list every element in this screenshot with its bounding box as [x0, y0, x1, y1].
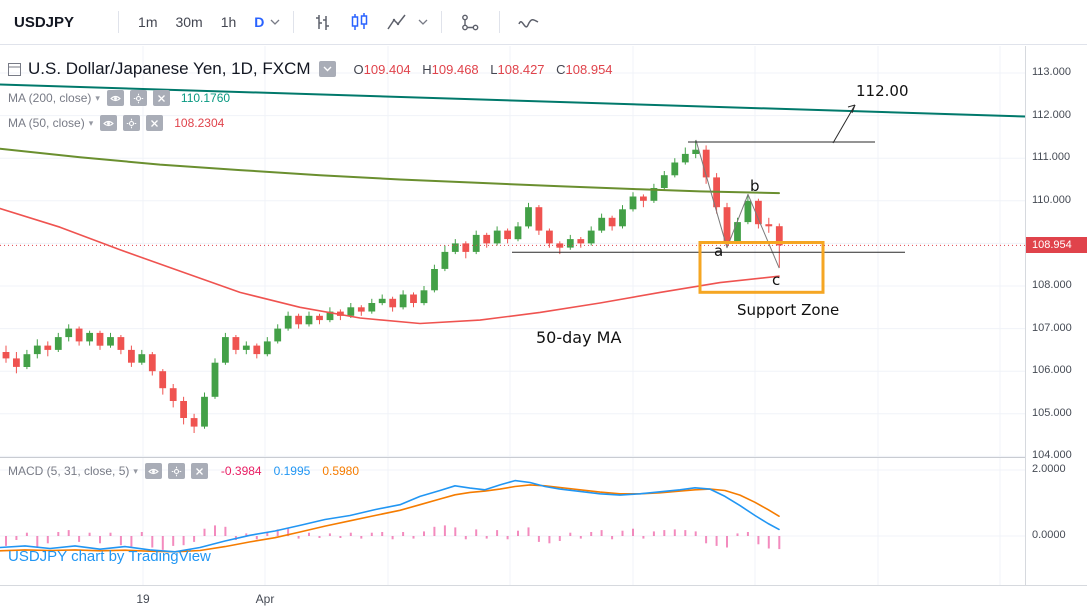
ma50-settings-gear-icon[interactable] [123, 115, 141, 131]
pane-divider[interactable] [0, 457, 1087, 458]
macd-axis-label: 0.0000 [1032, 529, 1066, 541]
series-menu-icon[interactable] [318, 61, 336, 77]
price-axis-label: 108.000 [1032, 279, 1072, 291]
toolbar-divider [441, 11, 443, 33]
price-chart-canvas[interactable] [0, 46, 1025, 458]
toolbar-divider [293, 11, 295, 33]
symbol-name[interactable]: USDJPY [14, 13, 75, 31]
ma200-remove-x-icon[interactable] [152, 90, 170, 106]
macd-signal-value: 0.5980 [322, 464, 360, 478]
ma50-legend-row: MA (50, close) ▾ 108.2304 [8, 115, 613, 131]
wave-b-label: b [750, 177, 760, 195]
macd-remove-x-icon[interactable] [190, 463, 208, 479]
macd-axis-label: 2.0000 [1032, 463, 1066, 475]
ohlc-values: O109.404 H109.468 L108.427 C108.954 [346, 62, 613, 77]
price-axis-label: 110.000 [1032, 193, 1071, 206]
macd-line-value: 0.1995 [273, 464, 311, 478]
macd-settings-gear-icon[interactable] [167, 463, 185, 479]
ma50-remove-x-icon[interactable] [146, 115, 164, 131]
price-axis-label: 111.000 [1032, 151, 1071, 164]
ma50-eye-icon[interactable] [100, 115, 118, 131]
chart-toolbar: USDJPY 1m 30m 1h D [0, 0, 1087, 45]
low-value: 108.427 [497, 61, 545, 77]
price-axis-label: 107.000 [1032, 321, 1072, 334]
interval-button-1h[interactable]: 1h [212, 8, 246, 36]
close-value: 108.954 [565, 61, 613, 77]
price-axis-label: 106.000 [1032, 364, 1072, 377]
ma50-note-label: 50-day MA [536, 328, 622, 347]
ma200-label[interactable]: MA (200, close) [8, 91, 92, 105]
macd-histogram-value: -0.3984 [220, 464, 262, 478]
close-label: C [556, 61, 566, 77]
curve-line-tool-icon[interactable] [510, 8, 547, 37]
ma50-chevron-icon: ▾ [88, 117, 94, 128]
price-target-label: 112.00 [856, 82, 909, 100]
series-title[interactable]: U.S. Dollar/Japanese Yen, 1D, FXCM [28, 59, 311, 78]
tradingview-credit-link[interactable]: USDJPY chart by TradingView [8, 548, 211, 565]
price-axis-label: 104.000 [1032, 449, 1072, 462]
wave-a-label: a [714, 242, 724, 260]
ma200-eye-icon[interactable] [106, 90, 124, 106]
ma200-legend-row: MA (200, close) ▾ 110.1760 [8, 90, 613, 106]
price-axis-label: 112.000 [1032, 108, 1071, 121]
main-legend: U.S. Dollar/Japanese Yen, 1D, FXCM O109.… [8, 57, 613, 131]
time-axis-label: 19 [136, 592, 150, 606]
interval-dropdown-chevron-icon[interactable] [267, 15, 283, 29]
macd-legend-row: MACD (5, 31, close, 5) ▾ -0.3984 0.1995 … [8, 463, 359, 479]
high-value: 109.468 [431, 61, 479, 77]
support-zone-label: Support Zone [737, 301, 840, 319]
candles-style-icon[interactable] [341, 8, 378, 37]
interval-button-1m[interactable]: 1m [129, 8, 166, 36]
ma50-value: 108.2304 [174, 116, 225, 130]
ma200-chevron-icon: ▾ [95, 92, 100, 103]
macd-chevron-icon: ▾ [133, 465, 138, 476]
wave-c-label: c [772, 271, 781, 289]
price-axis-label: 113.000 [1032, 66, 1071, 78]
interval-button-daily[interactable]: D [245, 8, 267, 36]
compare-icon[interactable] [452, 8, 489, 37]
macd-chart-canvas[interactable] [0, 458, 1025, 585]
style-dropdown-chevron-icon[interactable] [415, 15, 431, 29]
interval-button-30m[interactable]: 30m [166, 8, 211, 36]
area-style-icon[interactable] [378, 8, 415, 37]
price-axis-label: 105.000 [1032, 406, 1072, 419]
time-axis[interactable]: 19 Apr [0, 585, 1087, 612]
bars-style-icon[interactable] [304, 8, 341, 37]
time-axis-label: Apr [255, 592, 275, 606]
macd-eye-icon[interactable] [144, 463, 162, 479]
open-label: O [353, 61, 364, 77]
toolbar-divider [118, 11, 120, 33]
low-label: L [490, 61, 498, 77]
ma200-settings-gear-icon[interactable] [129, 90, 147, 106]
ma200-value: 110.1760 [180, 91, 231, 105]
price-axis[interactable]: 108.954 113.000112.000111.000110.000109.… [1025, 46, 1087, 585]
toolbar-divider [499, 11, 501, 33]
pane-collapse-icon[interactable] [8, 62, 21, 76]
high-label: H [422, 61, 432, 77]
open-value: 109.404 [363, 61, 411, 77]
macd-label[interactable]: MACD (5, 31, close, 5) [8, 464, 130, 478]
macd-legend: MACD (5, 31, close, 5) ▾ -0.3984 0.1995 … [8, 463, 359, 479]
ma50-label[interactable]: MA (50, close) [8, 116, 85, 130]
last-price-badge: 108.954 [1026, 237, 1087, 254]
